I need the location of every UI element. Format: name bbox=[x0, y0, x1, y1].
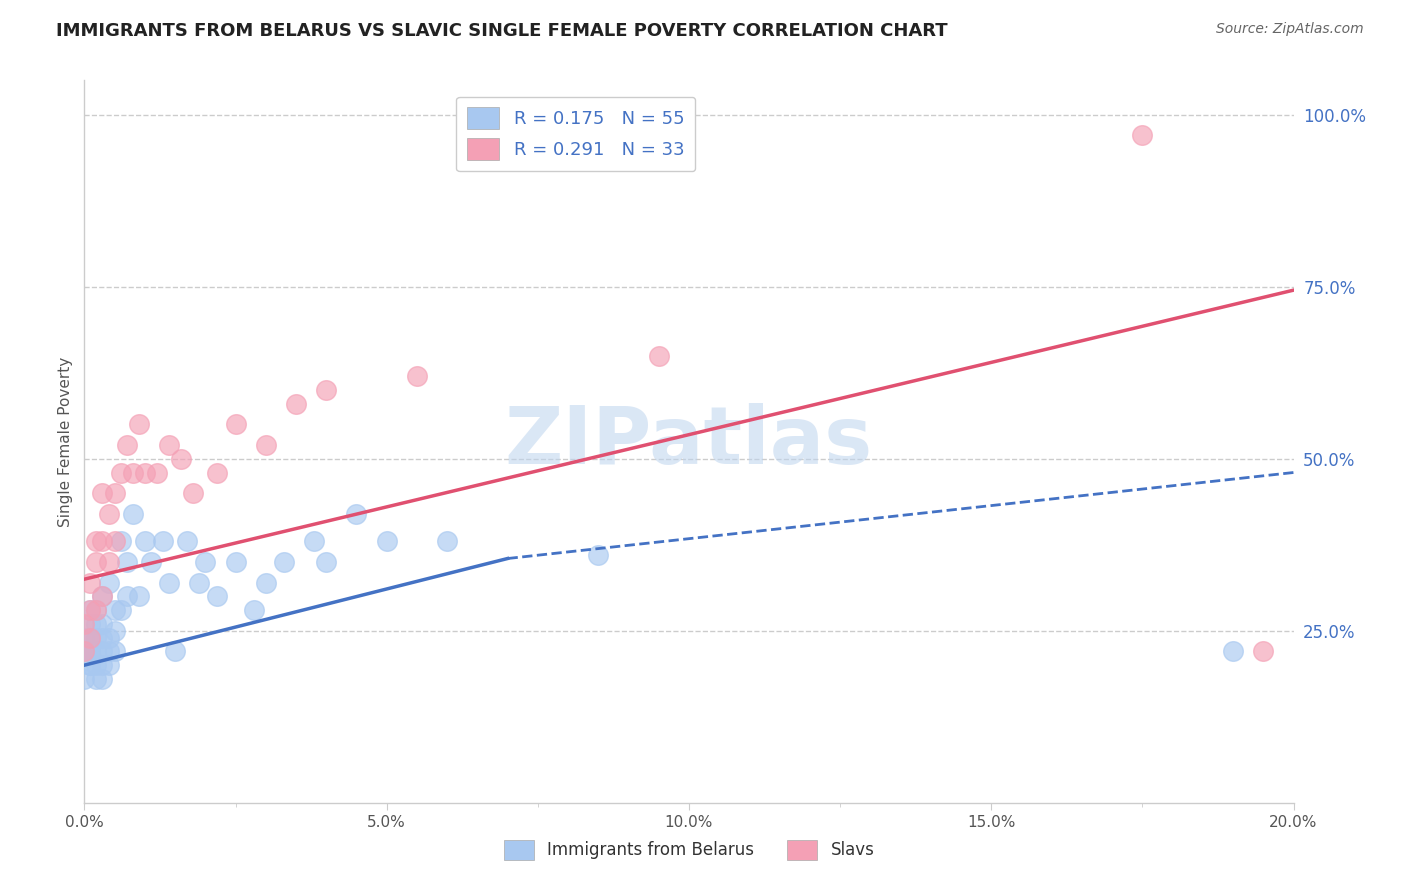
Legend: Immigrants from Belarus, Slavs: Immigrants from Belarus, Slavs bbox=[496, 833, 882, 867]
Point bbox=[79, 658, 101, 673]
Point bbox=[225, 417, 247, 432]
Point bbox=[79, 631, 101, 645]
Point bbox=[406, 369, 429, 384]
Point bbox=[86, 631, 108, 645]
Point bbox=[73, 631, 96, 645]
Point bbox=[115, 590, 138, 604]
Point bbox=[273, 555, 295, 569]
Point bbox=[134, 534, 156, 549]
Point bbox=[207, 466, 229, 480]
Point bbox=[157, 575, 180, 590]
Y-axis label: Single Female Poverty: Single Female Poverty bbox=[58, 357, 73, 526]
Point bbox=[91, 672, 114, 686]
Point bbox=[302, 534, 325, 549]
Point bbox=[97, 575, 120, 590]
Point bbox=[79, 658, 101, 673]
Point bbox=[91, 658, 114, 673]
Point bbox=[110, 466, 132, 480]
Point bbox=[73, 644, 96, 658]
Point bbox=[79, 603, 101, 617]
Point bbox=[115, 555, 138, 569]
Point bbox=[73, 616, 96, 631]
Point bbox=[91, 616, 114, 631]
Point bbox=[588, 548, 610, 562]
Point bbox=[104, 603, 127, 617]
Point bbox=[170, 451, 193, 466]
Point bbox=[176, 534, 198, 549]
Point bbox=[86, 644, 108, 658]
Point bbox=[104, 534, 127, 549]
Text: IMMIGRANTS FROM BELARUS VS SLAVIC SINGLE FEMALE POVERTY CORRELATION CHART: IMMIGRANTS FROM BELARUS VS SLAVIC SINGLE… bbox=[56, 22, 948, 40]
Point bbox=[436, 534, 458, 549]
Point bbox=[91, 631, 114, 645]
Point bbox=[315, 555, 337, 569]
Point bbox=[134, 466, 156, 480]
Point bbox=[115, 438, 138, 452]
Text: ZIPatlas: ZIPatlas bbox=[505, 402, 873, 481]
Point bbox=[207, 590, 229, 604]
Point bbox=[86, 603, 108, 617]
Point bbox=[181, 486, 204, 500]
Point bbox=[86, 616, 108, 631]
Point bbox=[1130, 128, 1153, 143]
Point bbox=[97, 658, 120, 673]
Point bbox=[315, 383, 337, 397]
Point bbox=[86, 658, 108, 673]
Point bbox=[97, 507, 120, 521]
Point bbox=[97, 555, 120, 569]
Point bbox=[139, 555, 162, 569]
Point bbox=[97, 631, 120, 645]
Point bbox=[79, 644, 101, 658]
Point bbox=[91, 590, 114, 604]
Point bbox=[375, 534, 398, 549]
Point bbox=[254, 438, 277, 452]
Point bbox=[91, 486, 114, 500]
Point bbox=[1253, 644, 1275, 658]
Point bbox=[79, 603, 101, 617]
Point bbox=[91, 590, 114, 604]
Point bbox=[86, 603, 108, 617]
Point bbox=[194, 555, 217, 569]
Point bbox=[73, 672, 96, 686]
Point bbox=[79, 644, 101, 658]
Point bbox=[110, 603, 132, 617]
Point bbox=[86, 672, 108, 686]
Point bbox=[97, 644, 120, 658]
Point bbox=[104, 644, 127, 658]
Point bbox=[242, 603, 264, 617]
Point bbox=[128, 590, 150, 604]
Point bbox=[104, 486, 127, 500]
Point bbox=[121, 507, 143, 521]
Point bbox=[104, 624, 127, 638]
Point bbox=[165, 644, 187, 658]
Point bbox=[188, 575, 211, 590]
Point bbox=[110, 534, 132, 549]
Point bbox=[146, 466, 169, 480]
Point bbox=[86, 534, 108, 549]
Point bbox=[86, 555, 108, 569]
Point bbox=[346, 507, 368, 521]
Point bbox=[254, 575, 277, 590]
Point bbox=[285, 397, 308, 411]
Point bbox=[1222, 644, 1244, 658]
Point bbox=[157, 438, 180, 452]
Point bbox=[225, 555, 247, 569]
Point bbox=[79, 631, 101, 645]
Point bbox=[121, 466, 143, 480]
Point bbox=[91, 644, 114, 658]
Point bbox=[79, 616, 101, 631]
Point bbox=[73, 644, 96, 658]
Point bbox=[648, 349, 671, 363]
Text: Source: ZipAtlas.com: Source: ZipAtlas.com bbox=[1216, 22, 1364, 37]
Point bbox=[152, 534, 174, 549]
Point bbox=[128, 417, 150, 432]
Point bbox=[91, 534, 114, 549]
Point bbox=[79, 575, 101, 590]
